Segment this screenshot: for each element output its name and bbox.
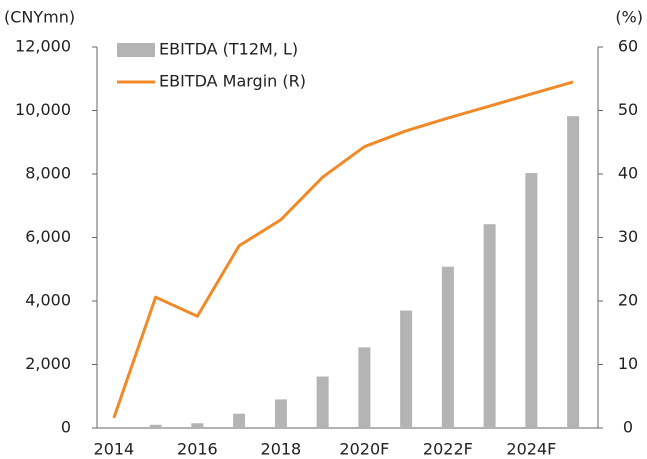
x-tick-label: 2014 xyxy=(94,440,135,459)
legend-swatch xyxy=(117,43,155,57)
y2-axis-label: (%) xyxy=(615,8,643,27)
y2-tick-label: 60 xyxy=(618,37,638,56)
y2-tick-label: 20 xyxy=(618,291,638,310)
x-tick-label: 2020F xyxy=(339,440,389,459)
y-tick-label: 0 xyxy=(61,418,71,437)
bar xyxy=(149,424,162,428)
x-tick-label: 2018 xyxy=(261,440,302,459)
y2-tick-label: 40 xyxy=(618,164,638,183)
legend-label: EBITDA (T12M, L) xyxy=(159,40,298,59)
bar xyxy=(191,423,204,428)
y-tick-label: 6,000 xyxy=(25,227,71,246)
y2-tick-label: 0 xyxy=(623,418,633,437)
bar xyxy=(567,116,580,428)
y-axis-label: (CNYmn) xyxy=(4,8,75,27)
bar xyxy=(358,347,371,428)
bar xyxy=(274,399,287,428)
x-tick-label: 2022F xyxy=(423,440,473,459)
legend-label: EBITDA Margin (R) xyxy=(159,72,306,91)
x-tick-label: 2016 xyxy=(177,440,218,459)
y-tick-label: 10,000 xyxy=(15,100,71,119)
bar xyxy=(233,413,246,428)
y-tick-label: 2,000 xyxy=(25,354,71,373)
y2-tick-label: 30 xyxy=(618,227,638,246)
x-tick-label: 2024F xyxy=(506,440,556,459)
bar xyxy=(400,310,413,428)
y2-tick-label: 50 xyxy=(618,100,638,119)
bar xyxy=(316,376,329,428)
y-tick-label: 12,000 xyxy=(15,37,71,56)
bar xyxy=(483,224,496,428)
y-tick-label: 8,000 xyxy=(25,164,71,183)
line xyxy=(112,80,574,419)
y-tick-label: 4,000 xyxy=(25,291,71,310)
bar xyxy=(441,266,454,428)
y2-tick-label: 10 xyxy=(618,354,638,373)
bar xyxy=(525,173,538,428)
